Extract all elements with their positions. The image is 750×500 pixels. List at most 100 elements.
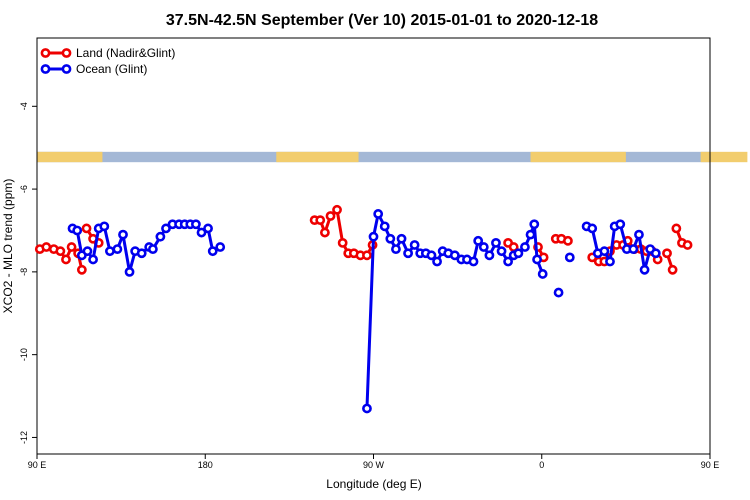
x-axis-label: Longitude (deg E) [326, 477, 421, 491]
data-point [337, 237, 348, 248]
data-point [112, 244, 123, 255]
ocean-band [37, 151, 710, 163]
data-point [99, 221, 110, 232]
legend-marker [40, 48, 51, 58]
data-point [432, 256, 442, 267]
data-point [468, 256, 479, 267]
series-ocean [67, 209, 661, 414]
data-point [196, 227, 207, 238]
x-tick-label: 90 E [28, 460, 47, 470]
data-point [513, 248, 524, 259]
data-point [599, 246, 610, 257]
data-point [148, 244, 158, 255]
y-axis: -4 -6 -8 -10 -12 [19, 102, 37, 444]
series-land [34, 204, 693, 275]
data-point [332, 204, 342, 215]
data-point [449, 250, 460, 261]
chart-title: 37.5N-42.5N September (Ver 10) 2015-01-0… [166, 12, 598, 29]
y-tick-label: -8 [19, 268, 29, 276]
data-point [650, 248, 661, 259]
data-point [532, 254, 542, 265]
data-point [124, 266, 135, 277]
data-point [639, 264, 650, 275]
x-tick-label: 180 [198, 460, 213, 470]
data-point [81, 223, 92, 234]
y-tick-label: -4 [19, 102, 29, 110]
data-point [391, 244, 401, 255]
land-segment [37, 151, 103, 163]
data-point [484, 250, 495, 261]
data-point [409, 240, 420, 250]
data-point [615, 219, 626, 230]
data-point [564, 252, 575, 263]
x-tick-label: 90 E [701, 460, 720, 470]
data-point [66, 242, 77, 252]
data-point [61, 254, 71, 265]
data-point [362, 250, 372, 261]
data-point [529, 219, 540, 230]
data-point [553, 287, 564, 298]
data-point [315, 215, 326, 226]
land-segment [700, 151, 748, 163]
data-point [605, 256, 615, 267]
legend-marker [40, 64, 51, 74]
y-axis-label: XCO2 - MLO trend (ppm) [1, 179, 15, 314]
data-point [215, 242, 226, 252]
y-tick-label: -10 [19, 348, 29, 361]
legend-label: Land (Nadir&Glint) [76, 46, 175, 60]
legend: Land (Nadir&Glint) Ocean (Glint) [40, 46, 175, 76]
data-point [118, 229, 128, 240]
data-point [491, 237, 501, 248]
data-point [136, 248, 147, 259]
data-point [587, 223, 598, 234]
land-mask-band [37, 151, 748, 163]
data-point [634, 229, 644, 240]
data-point [667, 264, 678, 275]
data-point [525, 229, 536, 240]
data-point [385, 233, 396, 244]
data-point [155, 231, 166, 242]
land-segment [276, 151, 359, 163]
data-point [520, 242, 530, 252]
data-point [368, 231, 379, 242]
legend-label: Ocean (Glint) [76, 62, 147, 76]
data-point [671, 223, 682, 234]
data-point [203, 223, 213, 234]
data-point [82, 246, 93, 257]
data-point [403, 248, 413, 259]
data-point [396, 233, 407, 244]
data-point [72, 225, 83, 236]
series-layer [34, 204, 693, 414]
y-tick-label: -6 [19, 185, 29, 193]
data-point [76, 264, 87, 275]
series-line [71, 222, 215, 274]
data-point [682, 240, 693, 250]
data-point [628, 244, 639, 255]
data-point [537, 269, 548, 279]
data-point [373, 209, 384, 219]
data-point [503, 256, 513, 267]
legend-marker [61, 48, 72, 58]
data-point [41, 242, 52, 252]
data-point [319, 227, 330, 238]
legend-marker [61, 64, 72, 74]
data-point [426, 250, 437, 261]
data-point [55, 246, 66, 257]
data-point [362, 403, 372, 414]
x-tick-label: 0 [539, 460, 544, 470]
data-point [105, 246, 115, 257]
data-point [207, 246, 218, 257]
data-point [88, 254, 98, 265]
data-point [478, 242, 489, 252]
data-point [473, 235, 484, 246]
y-tick-label: -12 [19, 431, 29, 444]
data-point [496, 246, 507, 257]
data-point [379, 221, 390, 232]
data-point [325, 211, 336, 221]
data-point [563, 235, 573, 246]
land-segment [530, 151, 626, 163]
x-tick-label: 90 W [363, 460, 385, 470]
data-point [662, 248, 672, 259]
